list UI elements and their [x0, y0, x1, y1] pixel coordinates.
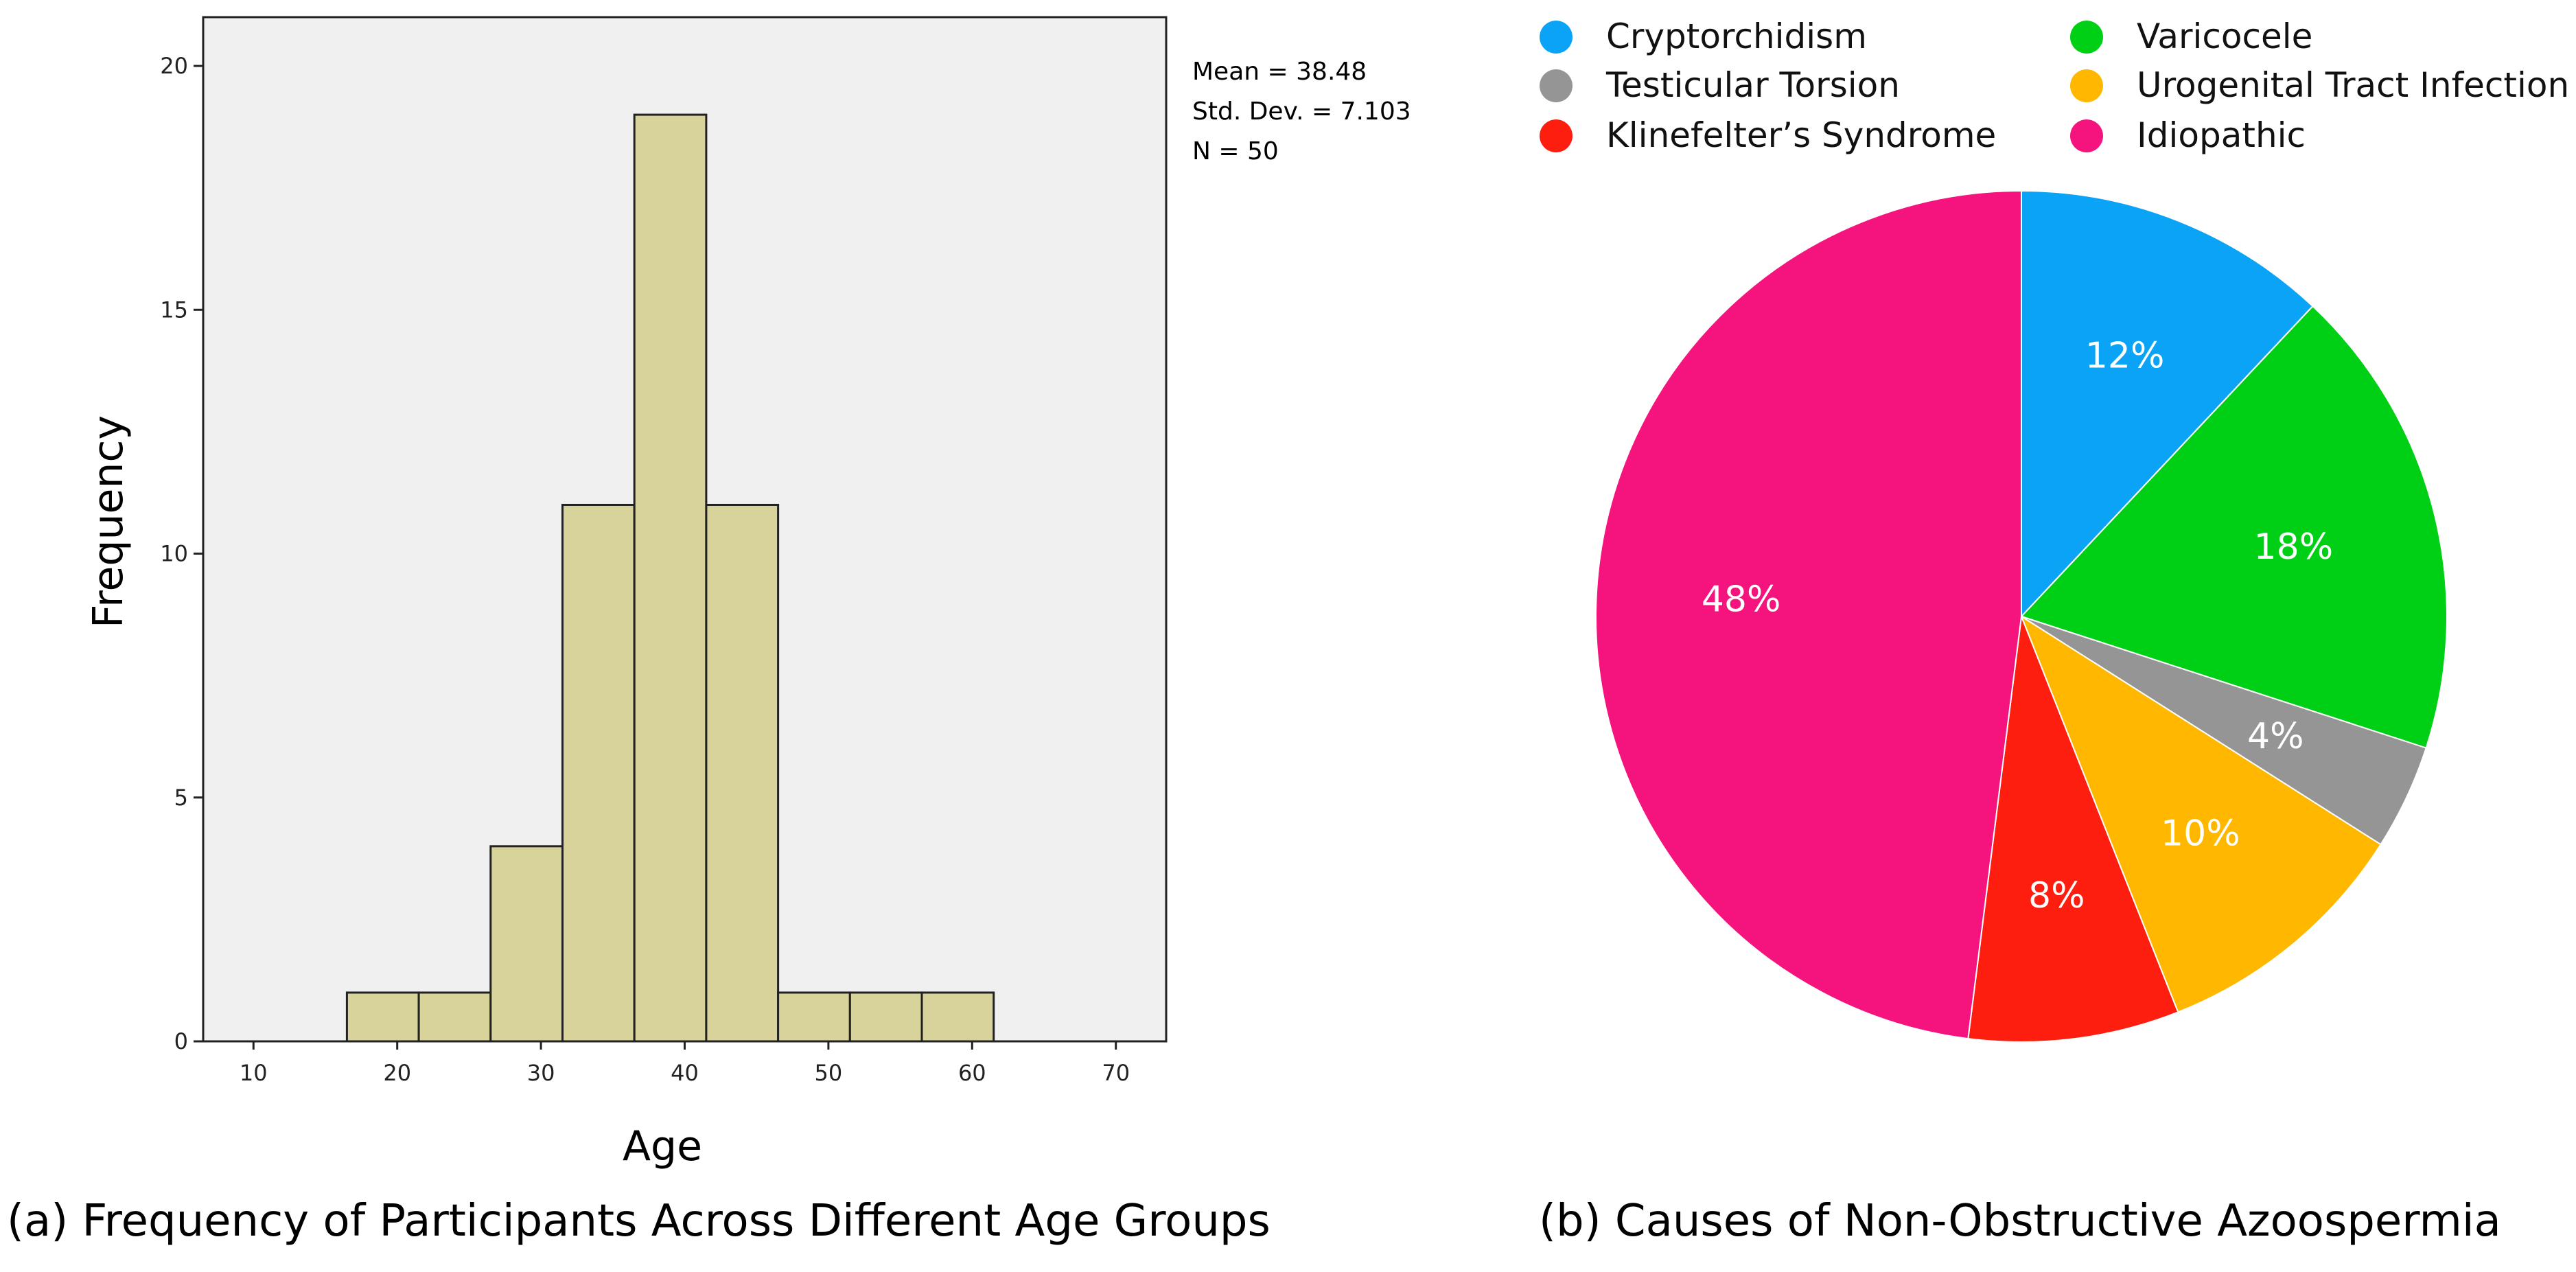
- caption-a: (a) Frequency of Participants Across Dif…: [7, 1196, 1270, 1247]
- legend-swatch: [1540, 69, 1573, 102]
- legend-swatch: [2070, 69, 2103, 102]
- legend-swatch: [1540, 119, 1573, 152]
- legend-label: Testicular Torsion: [1605, 65, 1900, 105]
- y-tick-label: 20: [160, 53, 188, 79]
- age-histogram: 10 20 30 40 50 60 70 0 5 10 15 20 Age Frequency Me…: [7, 16, 1411, 1247]
- x-tick-label: 50: [815, 1060, 843, 1086]
- pie-slice-label: 10%: [2161, 813, 2240, 854]
- pie-slice: [2021, 189, 2314, 618]
- histogram-bar: [848, 991, 923, 1043]
- legend-swatch: [1540, 21, 1573, 54]
- legend-swatch: [2070, 21, 2103, 54]
- legend-label: Cryptorchidism: [1606, 16, 1867, 56]
- histogram-bar: [633, 113, 708, 1043]
- x-tick-label: 20: [383, 1060, 411, 1086]
- pie-legend: Cryptorchidism Varicocele Testicular Torsi…: [1540, 16, 2569, 155]
- stats-line: Mean = 38.48: [1192, 58, 1367, 86]
- legend-label: Varicocele: [2137, 16, 2312, 56]
- x-tick-label: 30: [527, 1060, 555, 1086]
- pie-slice: [2020, 305, 2448, 749]
- legend-label: Klinefelter’s Syndrome: [1606, 115, 1996, 155]
- y-tick-label: 0: [174, 1028, 188, 1054]
- histogram-bar: [489, 845, 564, 1043]
- caption-b: (b) Causes of Non-Obstructive Azoospermi…: [1539, 1196, 2501, 1247]
- histogram-bar: [417, 991, 492, 1043]
- histogram-bar: [705, 503, 780, 1043]
- pie-slice-label: 4%: [2247, 716, 2304, 757]
- x-tick-label: 60: [958, 1060, 986, 1086]
- pie-slice-label: 18%: [2254, 527, 2334, 568]
- pie-slice: [1595, 189, 2022, 1040]
- causes-pie-chart: Cryptorchidism Varicocele Testicular Torsi…: [1539, 16, 2569, 1247]
- stats-line: N = 50: [1192, 137, 1279, 165]
- legend-swatch: [2070, 119, 2103, 152]
- histogram-bar: [777, 991, 851, 1043]
- histogram-bar: [920, 991, 995, 1043]
- pie-slice-label: 12%: [2085, 336, 2165, 377]
- pie-slice: [2019, 614, 2382, 1013]
- y-tick-label: 5: [174, 785, 188, 811]
- y-axis-title: Frequency: [84, 415, 132, 628]
- pie-slice-label: 48%: [1702, 579, 1781, 620]
- x-tick-label: 40: [671, 1060, 699, 1086]
- x-tick-label: 10: [240, 1060, 268, 1086]
- pie-slice-label: 8%: [2028, 875, 2085, 916]
- legend-label: Idiopathic: [2137, 115, 2306, 155]
- pie-slice: [1967, 616, 2179, 1043]
- y-tick-label: 15: [160, 297, 188, 323]
- stats-line: Std. Dev. = 7.103: [1192, 97, 1411, 126]
- legend-label: Urogenital Tract Infection: [2137, 65, 2569, 105]
- histogram-bar: [345, 991, 420, 1043]
- x-tick-label: 70: [1102, 1060, 1130, 1086]
- x-axis-title: Age: [623, 1122, 702, 1170]
- histogram-bar: [561, 503, 636, 1043]
- y-tick-label: 10: [160, 541, 188, 567]
